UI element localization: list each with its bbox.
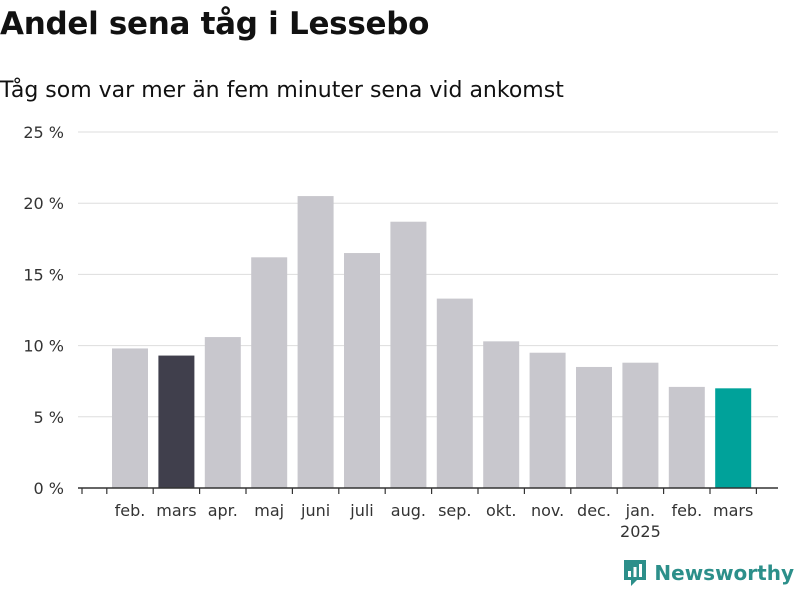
bar-chart: 0 % 5 % 10 % 15 % 20 % 25 % feb. mars apr. maj jun… xyxy=(23,123,778,541)
bar xyxy=(668,386,705,488)
x-tick-label: dec. xyxy=(577,501,611,520)
brand-logo: Newsworthy xyxy=(622,558,794,588)
x-tick-label: feb. xyxy=(671,501,702,520)
y-tick-label: 15 % xyxy=(23,265,64,284)
bar xyxy=(715,388,752,488)
bar xyxy=(529,352,566,488)
y-tick-label: 25 % xyxy=(23,123,64,142)
bar xyxy=(390,221,427,488)
x-tick-label: jan. xyxy=(625,501,655,520)
x-tick-label: apr. xyxy=(208,501,238,520)
x-tick-label: nov. xyxy=(531,501,564,520)
bar xyxy=(204,337,241,488)
x-tick-label: juni xyxy=(300,501,330,520)
x-tick-label: sep. xyxy=(438,501,471,520)
y-tick-label: 5 % xyxy=(34,408,64,427)
x-tick-label: mars xyxy=(713,501,753,520)
newsworthy-logo-icon xyxy=(624,560,647,586)
x-tick-label: feb. xyxy=(115,501,146,520)
bar xyxy=(251,257,288,488)
brand-name: Newsworthy xyxy=(654,561,794,585)
chart-subtitle: Tåg som var mer än fem minuter sena vid … xyxy=(0,78,564,103)
bar xyxy=(158,355,195,488)
bar xyxy=(622,362,659,488)
x-tick-label: aug. xyxy=(391,501,426,520)
bar xyxy=(297,196,334,488)
x-tick-label: okt. xyxy=(486,501,516,520)
bar xyxy=(483,341,520,488)
x-year-label: 2025 xyxy=(620,522,661,541)
x-tick-label: maj xyxy=(254,501,284,520)
x-tick-label: mars xyxy=(156,501,196,520)
chart-title: Andel sena tåg i Lessebo xyxy=(0,6,430,42)
y-tick-label: 20 % xyxy=(23,194,64,213)
y-tick-label: 10 % xyxy=(23,337,64,356)
bar xyxy=(112,348,148,488)
y-tick-label: 0 % xyxy=(34,479,64,498)
x-tick-label: juli xyxy=(349,501,373,520)
bar xyxy=(344,253,380,488)
bar xyxy=(436,298,473,488)
bar xyxy=(576,366,612,488)
